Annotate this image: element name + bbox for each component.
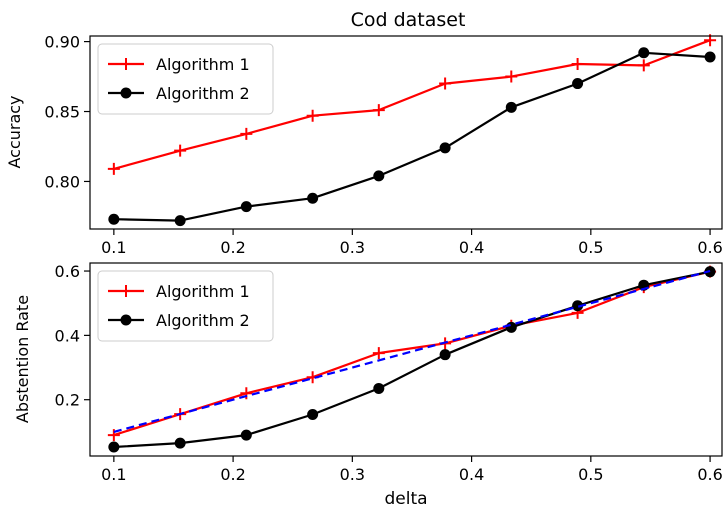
y-tick-label: 0.90 [44, 33, 80, 52]
plots: 0.1 0.2 0.3 0.4 0.5 0.6 0.80 0.85 0.90 Accuracy Al… [5, 33, 723, 509]
x-tick-label: 0.5 [578, 465, 603, 484]
x-tick-label: 0.1 [101, 465, 126, 484]
data-point [372, 347, 385, 360]
legend-box [97, 43, 274, 115]
x-tick-label: 0.6 [697, 238, 722, 257]
legend: Algorithm 1 Algorithm 2 [97, 43, 274, 115]
data-point [306, 109, 319, 122]
figure-title: Cod dataset [351, 9, 466, 31]
data-point [373, 382, 385, 394]
y-tick-label: 0.4 [55, 326, 80, 345]
legend-box [97, 270, 274, 342]
data-point [505, 321, 517, 333]
x-tick-label: 0.5 [578, 238, 603, 257]
legend-label: Algorithm 1 [156, 282, 250, 301]
y-tick-label: 0.85 [44, 103, 80, 122]
data-point [240, 127, 253, 140]
data-point [571, 57, 584, 70]
data-point [439, 349, 451, 361]
series-line-2 [113, 270, 711, 449]
series-line-2 [113, 51, 711, 222]
x-tick-label: 0.4 [459, 465, 484, 484]
series-line-3 [113, 269, 711, 433]
data-point [505, 101, 517, 113]
data-point [108, 441, 120, 453]
y-axis-label: Abstention Rate [13, 295, 32, 423]
data-point [373, 170, 385, 182]
data-point [174, 215, 186, 227]
x-tick-label: 0.2 [220, 465, 245, 484]
legend-label: Algorithm 2 [156, 84, 250, 103]
axes-frame [89, 35, 723, 230]
data-point [107, 162, 120, 175]
legend-marker [120, 58, 132, 70]
series-line-1 [113, 39, 711, 170]
x-tick-label: 0.3 [340, 465, 365, 484]
x-tick-label: 0.3 [340, 238, 365, 257]
data-point [505, 70, 518, 83]
data-point [439, 77, 452, 90]
data-point [704, 51, 716, 63]
legend-marker [120, 314, 132, 326]
x-axis-label: delta [384, 489, 427, 509]
y-axis-label: Accuracy [5, 95, 24, 168]
data-point [372, 104, 385, 117]
y-tick-label: 0.2 [55, 391, 80, 410]
data-point [637, 59, 650, 72]
data-point [174, 437, 186, 449]
data-point [307, 192, 319, 204]
data-point [307, 409, 319, 421]
x-tick-label: 0.2 [220, 238, 245, 257]
x-tick-label: 0.1 [101, 238, 126, 257]
axes-frame [89, 262, 723, 457]
data-point [240, 201, 252, 213]
data-point [572, 300, 584, 312]
legend-marker [120, 285, 132, 297]
data-point [108, 213, 120, 225]
legend-label: Algorithm 1 [156, 55, 250, 74]
data-point [174, 144, 187, 157]
data-point [572, 78, 584, 90]
legend: Algorithm 1 Algorithm 2 [97, 270, 274, 342]
legend-marker [120, 87, 132, 99]
y-tick-label: 0.80 [44, 172, 80, 191]
data-point [638, 47, 650, 59]
legend-label: Algorithm 2 [156, 311, 250, 330]
data-point [439, 142, 451, 154]
y-tick-label: 0.6 [55, 262, 80, 281]
data-point [240, 387, 253, 400]
x-tick-label: 0.4 [459, 238, 484, 257]
subplot-2: 0.1 0.2 0.3 0.4 0.5 0.6 0.2 0.4 0.6 Abstention Ra… [13, 262, 723, 509]
data-point [240, 429, 252, 441]
series-line-1 [113, 270, 711, 437]
subplot-1: 0.1 0.2 0.3 0.4 0.5 0.6 0.80 0.85 0.90 Accuracy Al… [5, 33, 723, 257]
x-tick-label: 0.6 [697, 465, 722, 484]
